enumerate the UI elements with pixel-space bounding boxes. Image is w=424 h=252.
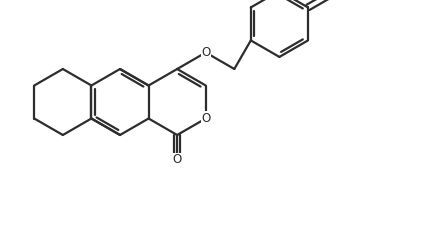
Text: O: O <box>201 112 210 125</box>
Text: O: O <box>173 153 182 166</box>
Text: O: O <box>201 46 210 59</box>
